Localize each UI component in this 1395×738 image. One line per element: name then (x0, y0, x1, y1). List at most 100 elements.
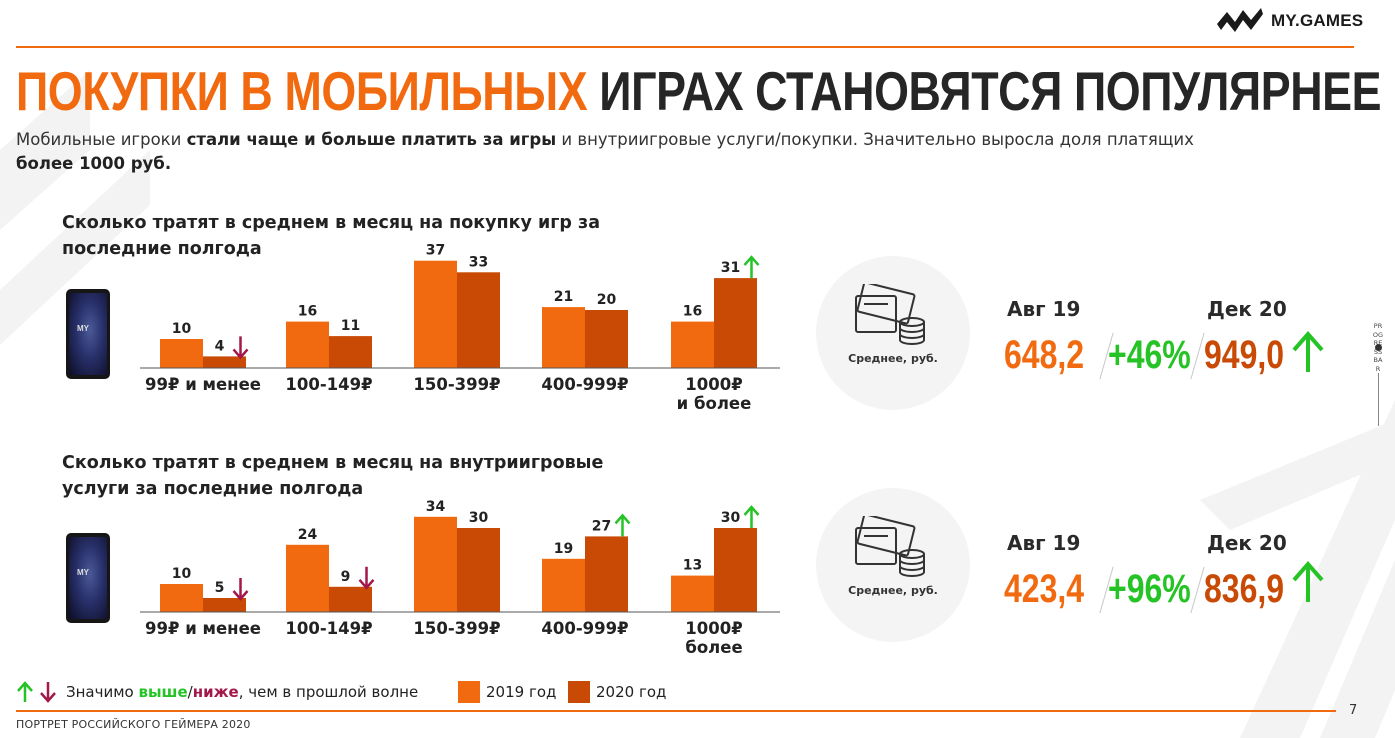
stat-value-2019: 423,4 (1004, 567, 1085, 611)
page-subtitle: Мобильные игроки стали чаще и больше пла… (16, 128, 1196, 176)
phone-image: MY (66, 289, 110, 379)
stat-change: +46% (1108, 333, 1191, 377)
category-label: 1000₽ (685, 619, 742, 638)
bar-value-label: 31 (721, 260, 740, 276)
bar-value-label: 30 (469, 510, 489, 526)
footer-text: ПОРТРЕТ РОССИЙСКОГО ГЕЙМЕРА 2020 (16, 718, 251, 731)
average-label: Среднее, руб. (848, 352, 938, 365)
sig-lower: ниже (192, 683, 239, 701)
category-label: 99₽ и менее (145, 619, 261, 638)
footer-divider (16, 710, 1336, 712)
bar-2019 (160, 339, 203, 368)
arrow-up-icon (614, 513, 631, 537)
bar-value-label: 5 (215, 580, 225, 596)
bar-value-label: 11 (341, 318, 360, 334)
arrow-up-icon (743, 505, 760, 528)
category-label: 400-999₽ (541, 375, 628, 394)
arrow-down-icon (358, 566, 375, 590)
bar-value-label: 34 (426, 499, 446, 515)
bar-value-label: 19 (554, 541, 573, 557)
sig-higher: выше (138, 683, 188, 701)
legend-label-2019: 2019 год (486, 683, 557, 701)
subtitle-part-1: Мобильные игроки (16, 130, 187, 149)
bar-value-label: 37 (426, 243, 445, 259)
mygames-logo-icon (1217, 8, 1263, 32)
brand-name: MY.GAMES (1271, 11, 1364, 30)
page-number: 7 (1349, 703, 1358, 718)
legend-label-2020: 2020 год (596, 683, 667, 701)
progress-indicator[interactable] (1375, 344, 1382, 351)
bar-value-label: 10 (172, 566, 192, 582)
stat-value-2020: 949,0 (1204, 333, 1285, 377)
arrow-down-icon (232, 336, 249, 360)
bar-2020 (714, 278, 757, 368)
bar-value-label: 24 (298, 527, 318, 543)
phone-image: MY (66, 533, 110, 623)
phone-screen: MY (69, 537, 107, 619)
phone-screen-logo: MY (77, 324, 89, 334)
bar-value-label: 27 (592, 518, 611, 534)
sig-prefix: Значимо (66, 683, 139, 701)
category-label: 150-399₽ (413, 375, 500, 394)
bar-2020 (329, 586, 372, 612)
bar-2020 (457, 528, 500, 612)
stat-label-dec20: Дек 20 (1207, 531, 1287, 555)
category-label: более (685, 638, 742, 657)
bar-2020 (329, 336, 372, 368)
bar-value-label: 30 (721, 510, 741, 526)
bar-value-label: 33 (469, 254, 488, 270)
stat-value-2020: 836,9 (1204, 567, 1285, 611)
bar-value-label: 21 (554, 289, 573, 305)
subtitle-part-2: и внутриигровые услуги/покупки. Значител… (556, 130, 1194, 149)
subtitle-bold-2: более 1000 руб. (16, 154, 172, 173)
category-label: 150-399₽ (413, 619, 500, 638)
bar-2019 (414, 516, 457, 612)
bar-2020 (585, 310, 628, 368)
money-coins-icon (855, 284, 925, 345)
bar-value-label: 16 (298, 304, 317, 320)
bar-2020 (457, 272, 500, 368)
bar-value-label: 13 (683, 558, 702, 574)
category-label: 99₽ и менее (145, 375, 261, 394)
money-coins-icon (855, 516, 925, 577)
significance-note: Значимо выше/ниже, чем в прошлой волне (66, 683, 418, 701)
bar-value-label: 10 (172, 321, 192, 337)
title-rest: ИГРАХ СТАНОВЯТСЯ ПОПУЛЯРНЕЕ (599, 60, 1382, 122)
progress-bar[interactable]: PROGRESS BAR (1372, 322, 1384, 426)
category-label: и более (677, 394, 752, 413)
bar-2020 (585, 536, 628, 612)
chart-ingame-services: 10 5 99₽ и менее 24 9 100-149₽ 34 30 150-399₽ 19 2… (140, 499, 780, 657)
bar-2019 (542, 307, 585, 368)
title-highlight: ПОКУПКИ В МОБИЛЬНЫХ (16, 60, 588, 122)
arrow-down-icon (232, 578, 249, 601)
stat-label-dec20: Дек 20 (1207, 297, 1287, 321)
bar-value-label: 4 (215, 338, 225, 354)
subtitle-bold-1: стали чаще и больше платить за игры (186, 130, 557, 149)
trend-up-arrow-icon (1292, 330, 1324, 372)
stat-change: +96% (1108, 567, 1191, 611)
bar-value-label: 16 (683, 304, 702, 320)
top-divider (16, 46, 1354, 48)
page-title: ПОКУПКИ В МОБИЛЬНЫХ ИГРАХ СТАНОВЯТСЯ ПОП… (16, 60, 1382, 122)
average-circle: Среднее, руб. (816, 488, 970, 642)
stat-label-aug19: Авг 19 (1007, 297, 1081, 321)
stat-label-aug19: Авг 19 (1007, 531, 1081, 555)
category-label: 100-149₽ (285, 619, 372, 638)
category-label: 400-999₽ (541, 619, 628, 638)
bar-value-label: 9 (341, 569, 351, 585)
bar-2019 (160, 584, 203, 612)
legend-swatch-2019 (458, 681, 480, 703)
category-label: 1000₽ (685, 375, 742, 394)
average-label: Среднее, руб. (848, 584, 938, 597)
progress-track (1378, 322, 1379, 426)
brand-logo: MY.GAMES (1215, 4, 1363, 38)
phone-screen: MY (69, 293, 107, 375)
chart-1-title: Сколько тратят в среднем в месяц на поку… (62, 213, 601, 259)
sig-suffix: , чем в прошлой волне (238, 683, 419, 701)
sig-separator: / (187, 683, 193, 701)
legend-swatch-2020 (568, 681, 590, 703)
stat-value-2019: 648,2 (1004, 333, 1085, 377)
chart-games-purchase: 10 4 99₽ и менее 16 11 100-149₽ 37 33 150-399₽ 21… (140, 243, 780, 413)
bar-2020 (203, 356, 246, 368)
